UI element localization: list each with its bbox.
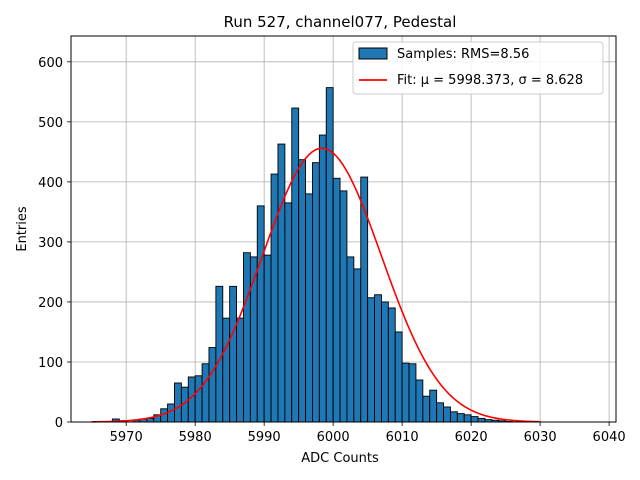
histogram-bar [429, 389, 438, 423]
histogram-bar [284, 202, 293, 423]
histogram-bar [318, 134, 327, 423]
histogram-bar [470, 416, 479, 423]
histogram-bar [401, 362, 410, 423]
fit-curve [91, 147, 541, 423]
x-axis: 5970 5980 5990 6000 6010 6020 6030 6040 [110, 422, 626, 445]
y-axis-label: Entries [15, 206, 30, 252]
histogram-bar [408, 363, 417, 423]
x-tick-label: 5970 [110, 430, 143, 445]
histogram-bar [380, 301, 389, 423]
histogram-bar [243, 252, 251, 423]
x-axis-label: ADC Counts [301, 451, 379, 466]
histogram-bar [477, 417, 486, 423]
histogram-bar [263, 254, 272, 423]
histogram-bar [312, 162, 320, 423]
histogram-bar [339, 190, 348, 423]
histogram-bar [208, 347, 217, 423]
y-tick-label: 300 [38, 236, 63, 251]
y-tick-label: 200 [38, 296, 63, 311]
legend: Samples: RMS=8.56 Fit: μ = 5998.373, σ =… [352, 41, 604, 95]
chart-title: Run 527, channel077, Pedestal [224, 13, 457, 31]
histogram-bar [229, 285, 238, 423]
y-tick-label: 0 [55, 416, 63, 431]
x-tick-label: 6000 [317, 430, 350, 445]
histogram-bar [174, 382, 182, 423]
histogram-bar [374, 294, 382, 423]
x-tick-label: 6030 [524, 430, 557, 445]
histogram-bar [353, 268, 362, 423]
y-tick-label: 600 [38, 56, 63, 71]
fit-curve-group [91, 147, 541, 423]
x-tick-label: 6010 [386, 430, 419, 445]
histogram-bar [291, 107, 300, 423]
histogram-bar [456, 413, 465, 423]
histogram-bar [270, 173, 279, 423]
legend-fit-label: Fit: μ = 5998.373, σ = 8.628 [397, 73, 583, 88]
y-tick-label: 500 [38, 116, 63, 131]
histogram-bar [332, 177, 341, 423]
histogram-bar [463, 414, 472, 423]
histogram-bar [422, 395, 431, 423]
histogram-bar [277, 143, 286, 423]
histogram-bar [325, 87, 334, 423]
histogram-bar [305, 193, 313, 423]
histogram-bar [236, 317, 244, 423]
histogram-bar [167, 403, 175, 423]
x-tick-label: 5990 [248, 430, 281, 445]
histogram-bar [449, 411, 458, 423]
x-tick-label: 6020 [455, 430, 488, 445]
histogram-bar [394, 331, 403, 423]
histogram-bar [256, 205, 265, 423]
histogram-bar [194, 375, 203, 423]
y-tick-label: 100 [38, 356, 63, 371]
x-tick-label: 5980 [179, 430, 212, 445]
y-tick-label: 400 [38, 176, 63, 191]
histogram-bar [346, 256, 355, 423]
histogram-bar [415, 379, 424, 423]
histogram-bar [367, 297, 375, 423]
histogram-bar [387, 307, 396, 423]
legend-samples-label: Samples: RMS=8.56 [397, 47, 529, 62]
histogram-bar [443, 406, 451, 423]
histogram-bar [201, 363, 210, 423]
legend-samples-swatch [358, 47, 388, 60]
x-tick-label: 6040 [593, 430, 626, 445]
histogram-bar [222, 317, 231, 423]
legend-box [352, 41, 604, 95]
y-axis: 0 100 200 300 400 500 600 [38, 56, 71, 431]
histogram-bar [298, 159, 307, 423]
histogram-bar [436, 402, 444, 423]
plot-frame [70, 35, 617, 423]
